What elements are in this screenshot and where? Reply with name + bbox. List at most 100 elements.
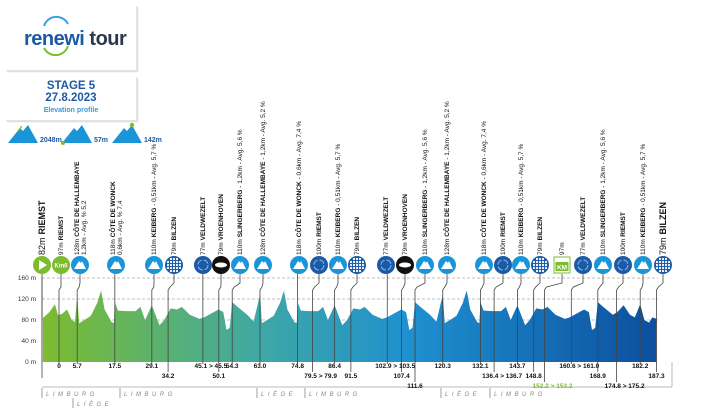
km-label: 187.3 [648, 373, 665, 380]
climb-icon[interactable] [416, 256, 434, 274]
km-label: 120.3 [435, 363, 452, 370]
mountain-highest-point-icon [112, 122, 142, 143]
connector-line [231, 274, 241, 364]
connector-line [544, 274, 563, 382]
green-km-text: KM [557, 265, 567, 272]
climb-icon[interactable] [438, 256, 456, 274]
km-labels: 0 5.7 17.5 29.134.2 45.1 > 45.5 50.154.3 63.0 7… [57, 363, 665, 390]
marker-label: 97m [559, 242, 566, 255]
climb-icon[interactable] [329, 256, 347, 274]
marker-label: 110mSLINGERBERG - 1,2km - Avg. 5,6 % [600, 129, 607, 255]
connector-line [218, 274, 222, 372]
climb-icon[interactable] [512, 256, 530, 274]
marker-name: CÔTE DE WONCK [108, 181, 117, 237]
marker-name: KEIBERG [640, 208, 647, 238]
mountain-lowest-point-icon [61, 125, 92, 145]
climb-icon[interactable] [254, 256, 272, 274]
y-tick-label: 40 m [22, 338, 36, 345]
marker-altitude: 77m [580, 242, 587, 255]
marker-detail: - 0,6km - Avg. 7,4 % [296, 121, 303, 181]
km-label: 29.1 [146, 363, 159, 370]
marker-name: CÔTE DE WONCK [479, 181, 488, 237]
km-label: 17.5 [108, 363, 121, 370]
legend-label: 142m [144, 137, 162, 144]
connector-line [597, 274, 604, 372]
sponsor-icon[interactable] [396, 256, 414, 274]
marker-label: 100m RIEMST [620, 212, 627, 255]
climb-icon[interactable] [290, 256, 308, 274]
km-label: 148.8 [526, 373, 543, 380]
marker-label: 79m BILZEN [658, 202, 668, 255]
logo-tour: tour [89, 28, 127, 50]
connector-line [533, 274, 541, 372]
km-label: 45.1 > 45.5 [195, 363, 228, 370]
km-label: 152.2 > 153.2 [533, 383, 573, 390]
marker-detail: - 0,6km - Avg. 7,4 % [481, 121, 488, 181]
km-label: 111.6 [407, 383, 423, 390]
climb-icon[interactable] [107, 256, 125, 274]
y-tick-label: 80 m [22, 317, 36, 324]
marker-label: 128m CÔTE DE HALLEMBAYE [72, 161, 81, 255]
marker-label: 77mVELDWEZELT [200, 197, 207, 255]
km-label: 74.8 [291, 363, 304, 370]
marker-name: RIEMST [500, 212, 507, 237]
recycle-icon[interactable] [194, 256, 212, 274]
finish-icon[interactable] [165, 256, 183, 274]
marker-altitude: 100m [500, 239, 507, 255]
recycle-icon[interactable] [377, 256, 395, 274]
marker-name: SLINGERBERG [237, 190, 244, 238]
marker-name: VELDWEZELT [580, 197, 587, 241]
logo-wordmark: renewi tour [24, 28, 127, 51]
km-label: 143.7 [509, 363, 526, 370]
marker-label: 118m CÔTE DE WONCK - 0,6km - Avg. 7,4 % [294, 121, 303, 255]
km-label: 102.9 > 103.5 [375, 363, 415, 370]
connector-line [334, 274, 339, 364]
km0-icon[interactable]: Km0 [52, 256, 70, 274]
climb-icon[interactable] [231, 256, 249, 274]
finish-icon[interactable] [531, 256, 549, 274]
climb-icon[interactable] [71, 256, 89, 274]
marker-name: VELDWEZELT [200, 197, 207, 241]
marker-label: 118m CÔTE DE WONCK [108, 181, 117, 255]
marker-detail: - 1,2km - Avg. 5,6 % [422, 129, 429, 189]
marker-label: 128m CÔTE DE HALLEMBAYE - 1,2km - Avg. 5,… [258, 101, 267, 255]
recycle-icon[interactable] [494, 256, 512, 274]
finish-icon[interactable] [348, 256, 366, 274]
climb-icon[interactable] [145, 256, 163, 274]
marker-altitude: 110m [518, 239, 525, 255]
climb-icon[interactable] [634, 256, 652, 274]
climb-icon[interactable] [594, 256, 612, 274]
connector-line [401, 274, 406, 372]
marker-name: VELDWEZELT [383, 197, 390, 241]
marker-name: BILZEN [354, 217, 361, 241]
km-label: 34.2 [162, 373, 175, 380]
stage-info-panel: STAGE 5 27.8.2023 Elevation profile [6, 77, 137, 121]
marker-name: KEIBERG [518, 208, 525, 238]
climb-icon[interactable] [475, 256, 493, 274]
connector-line [58, 274, 62, 364]
recycle-icon[interactable] [574, 256, 592, 274]
marker-altitude: 128m [444, 239, 451, 255]
recycle-icon[interactable] [310, 256, 328, 274]
marker-label: 110mKEIBERG - 0,51km - Avg. 5,7 % [335, 144, 342, 255]
marker-name: BILZEN [171, 217, 178, 241]
marker-name: SLINGERBERG [600, 190, 607, 238]
marker-altitude: 118m [481, 239, 488, 255]
marker-altitude: 79m [402, 242, 409, 255]
connector-line [414, 274, 426, 382]
stage-date: 27.8.2023 [45, 92, 97, 104]
connector-line [312, 274, 320, 372]
marker-altitude: 110m [335, 239, 342, 255]
sponsor-icon[interactable] [212, 256, 230, 274]
marker-name: KEIBERG [335, 208, 342, 238]
recycle-icon[interactable] [614, 256, 632, 274]
y-tick-label: 0 m [25, 359, 36, 366]
start-icon[interactable] [33, 256, 51, 274]
marker-altitude: 79m [658, 237, 668, 255]
connector-line [493, 274, 504, 372]
km-label: 63.0 [254, 363, 267, 370]
elevation-area [43, 290, 657, 362]
region-label: LIMBURG [494, 392, 546, 398]
finish-icon[interactable] [654, 256, 672, 274]
greenkm-icon[interactable]: KM [553, 256, 571, 274]
